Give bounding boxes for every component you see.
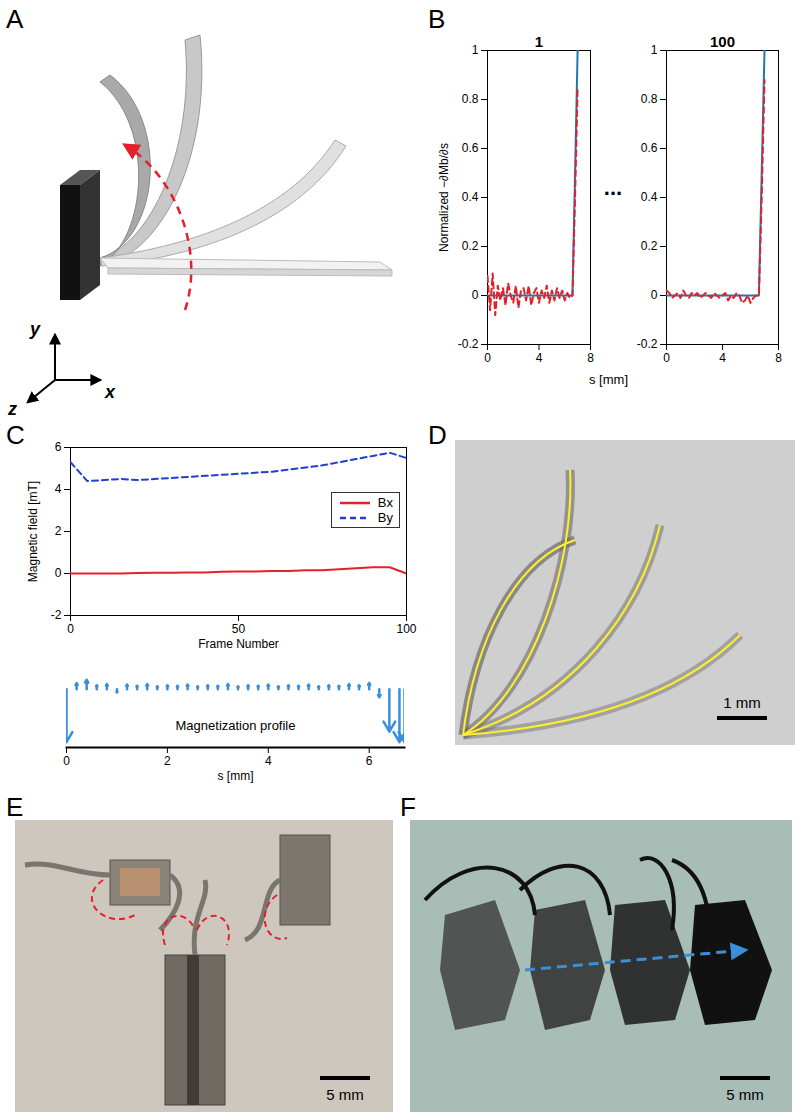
- svg-text:8: 8: [775, 351, 782, 365]
- svg-text:0: 0: [67, 622, 74, 636]
- svg-text:8: 8: [587, 351, 594, 365]
- svg-text:0: 0: [663, 351, 670, 365]
- svg-text:Magnetic field [mT]: Magnetic field [mT]: [26, 481, 40, 582]
- svg-text:Magnetization profile: Magnetization profile: [176, 718, 296, 733]
- svg-text:-0.2: -0.2: [637, 337, 658, 351]
- svg-text:100: 100: [710, 33, 735, 50]
- svg-text:0: 0: [651, 288, 658, 302]
- svg-text:4: 4: [265, 754, 272, 768]
- svg-text:0.2: 0.2: [462, 239, 479, 253]
- svg-text:5 mm: 5 mm: [726, 1086, 764, 1103]
- svg-text:0.4: 0.4: [641, 190, 658, 204]
- svg-text:0: 0: [63, 754, 70, 768]
- svg-text:-2: -2: [51, 608, 62, 622]
- svg-text:1: 1: [535, 33, 543, 50]
- svg-text:6: 6: [55, 440, 62, 454]
- svg-text:0.8: 0.8: [641, 92, 658, 106]
- html-text:E: E: [6, 792, 24, 822]
- svg-text:0.2: 0.2: [641, 239, 658, 253]
- svg-text:1 mm: 1 mm: [723, 694, 761, 711]
- svg-text:50: 50: [232, 622, 246, 636]
- svg-text:s [mm]: s [mm]: [218, 769, 254, 783]
- svg-text:-0.2: -0.2: [458, 337, 479, 351]
- svg-text:4: 4: [55, 482, 62, 496]
- svg-text:x: x: [104, 382, 116, 402]
- html-text:By: By: [377, 510, 393, 526]
- svg-text:0.4: 0.4: [462, 190, 479, 204]
- html-text:Bx: Bx: [377, 495, 393, 511]
- svg-text:Frame Number: Frame Number: [198, 637, 279, 651]
- svg-text:0.6: 0.6: [462, 141, 479, 155]
- html-text:C: C: [6, 420, 25, 450]
- svg-text:z: z: [7, 399, 17, 419]
- svg-text:1: 1: [472, 43, 479, 57]
- svg-text:4: 4: [719, 351, 726, 365]
- svg-text:0: 0: [472, 288, 479, 302]
- html-text:F: F: [400, 792, 416, 822]
- svg-text:0: 0: [484, 351, 491, 365]
- svg-text:y: y: [29, 319, 41, 339]
- html-text:s [mm]: s [mm]: [589, 372, 628, 387]
- svg-text:4: 4: [536, 351, 543, 365]
- svg-text:2: 2: [164, 754, 171, 768]
- html-text:A: A: [6, 4, 24, 34]
- svg-text:0.6: 0.6: [641, 141, 658, 155]
- svg-text:6: 6: [366, 754, 373, 768]
- svg-text:100: 100: [396, 622, 416, 636]
- svg-text:5 mm: 5 mm: [326, 1086, 364, 1103]
- html-text:B: B: [428, 4, 446, 34]
- html-text:D: D: [428, 420, 447, 450]
- svg-text:0.8: 0.8: [462, 92, 479, 106]
- svg-text:1: 1: [651, 43, 658, 57]
- svg-text:0: 0: [55, 566, 62, 580]
- svg-text:Normalized −∂Mb/∂s: Normalized −∂Mb/∂s: [437, 143, 451, 252]
- svg-text:2: 2: [55, 524, 62, 538]
